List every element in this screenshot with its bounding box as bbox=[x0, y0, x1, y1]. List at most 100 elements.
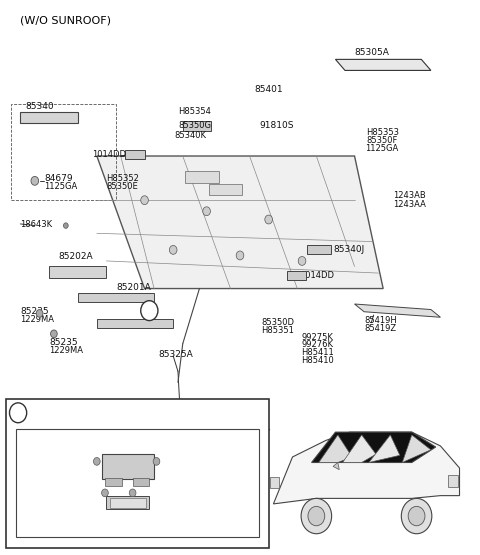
Polygon shape bbox=[97, 156, 383, 289]
Circle shape bbox=[265, 215, 273, 224]
Text: 85305A: 85305A bbox=[355, 48, 389, 57]
Circle shape bbox=[141, 196, 148, 205]
Text: 85235: 85235 bbox=[21, 307, 49, 316]
Circle shape bbox=[31, 176, 38, 185]
Circle shape bbox=[153, 457, 160, 465]
Bar bbox=[183, 121, 211, 131]
Circle shape bbox=[141, 301, 158, 321]
Text: H85410: H85410 bbox=[301, 356, 334, 365]
Text: 18645A: 18645A bbox=[22, 464, 54, 473]
Text: 1229MA: 1229MA bbox=[21, 315, 54, 324]
Text: 85350D: 85350D bbox=[262, 318, 294, 327]
Text: 85325A: 85325A bbox=[159, 350, 193, 359]
Circle shape bbox=[129, 489, 136, 497]
Text: 1125GA: 1125GA bbox=[365, 144, 398, 153]
Bar bbox=[105, 478, 121, 486]
Text: 18647F: 18647F bbox=[22, 456, 53, 465]
Bar bbox=[270, 477, 279, 488]
Text: 92811D: 92811D bbox=[18, 497, 51, 506]
Text: 85340K: 85340K bbox=[174, 130, 206, 139]
Text: 1125GA: 1125GA bbox=[44, 182, 78, 191]
Text: 1229MA: 1229MA bbox=[49, 346, 83, 355]
Text: 85332: 85332 bbox=[18, 433, 45, 442]
Text: H85351: H85351 bbox=[262, 326, 294, 335]
Circle shape bbox=[50, 330, 57, 337]
Circle shape bbox=[169, 245, 177, 254]
Text: 85350F: 85350F bbox=[366, 136, 398, 145]
Text: 85401: 85401 bbox=[254, 85, 283, 94]
Text: 99275K: 99275K bbox=[301, 332, 333, 342]
Text: 85419H: 85419H bbox=[364, 316, 397, 325]
Text: (W/O SUNROOF): (W/O SUNROOF) bbox=[21, 15, 111, 25]
Polygon shape bbox=[319, 435, 352, 462]
Text: 84679: 84679 bbox=[44, 174, 73, 183]
Circle shape bbox=[94, 457, 100, 465]
Text: 85350G: 85350G bbox=[178, 121, 211, 130]
Text: 85235: 85235 bbox=[49, 338, 78, 347]
Text: 84745D: 84745D bbox=[18, 511, 51, 520]
Circle shape bbox=[408, 506, 425, 526]
Bar bbox=[209, 184, 242, 195]
Circle shape bbox=[236, 251, 244, 260]
Circle shape bbox=[36, 310, 43, 317]
Circle shape bbox=[401, 498, 432, 534]
Polygon shape bbox=[274, 432, 459, 504]
Bar bbox=[132, 478, 149, 486]
Text: H85354: H85354 bbox=[178, 107, 211, 117]
Bar bbox=[307, 245, 331, 254]
Polygon shape bbox=[343, 435, 376, 462]
Text: 1014DD: 1014DD bbox=[92, 150, 126, 159]
Polygon shape bbox=[333, 462, 339, 470]
Bar bbox=[110, 498, 146, 508]
Circle shape bbox=[308, 506, 325, 526]
Polygon shape bbox=[49, 266, 107, 278]
Bar bbox=[11, 104, 116, 200]
Text: 18647F: 18647F bbox=[173, 456, 204, 465]
Polygon shape bbox=[402, 435, 431, 462]
Text: 92800Z: 92800Z bbox=[120, 414, 155, 423]
Text: 85201A: 85201A bbox=[116, 283, 151, 292]
FancyBboxPatch shape bbox=[6, 399, 269, 548]
Circle shape bbox=[298, 256, 306, 265]
Polygon shape bbox=[21, 112, 78, 123]
Circle shape bbox=[203, 207, 210, 216]
Bar bbox=[125, 150, 144, 159]
Bar bbox=[16, 430, 259, 537]
Polygon shape bbox=[312, 432, 436, 462]
Bar bbox=[102, 454, 154, 479]
Polygon shape bbox=[355, 304, 441, 317]
Text: 1014DD: 1014DD bbox=[300, 271, 334, 280]
Polygon shape bbox=[78, 293, 154, 302]
Text: 18643K: 18643K bbox=[21, 220, 53, 229]
Bar bbox=[447, 475, 458, 487]
Text: 85350E: 85350E bbox=[107, 182, 138, 191]
Text: 87071: 87071 bbox=[24, 480, 50, 490]
Text: A: A bbox=[146, 306, 153, 315]
Bar bbox=[107, 496, 149, 509]
Text: 85340J: 85340J bbox=[333, 245, 364, 254]
Polygon shape bbox=[369, 435, 400, 462]
Text: 85419Z: 85419Z bbox=[364, 324, 396, 333]
Circle shape bbox=[63, 223, 68, 228]
Text: 85340: 85340 bbox=[25, 102, 54, 111]
Text: 91810S: 91810S bbox=[259, 121, 294, 130]
Text: 1220AH: 1220AH bbox=[173, 448, 206, 457]
Bar bbox=[185, 171, 218, 183]
Text: 1243AB: 1243AB bbox=[393, 191, 425, 200]
Text: 85202A: 85202A bbox=[59, 252, 93, 261]
Text: H85353: H85353 bbox=[366, 128, 399, 137]
Text: A: A bbox=[14, 408, 22, 418]
Text: 1243AA: 1243AA bbox=[393, 200, 426, 209]
Polygon shape bbox=[97, 319, 173, 329]
Text: H85352: H85352 bbox=[107, 174, 139, 183]
Text: 1030AD: 1030AD bbox=[173, 433, 206, 442]
Text: 18645A: 18645A bbox=[173, 464, 205, 473]
Text: 92815E: 92815E bbox=[18, 448, 50, 457]
Circle shape bbox=[301, 498, 332, 534]
Polygon shape bbox=[336, 59, 431, 70]
Circle shape bbox=[102, 489, 108, 497]
Bar bbox=[287, 271, 306, 280]
Text: 99276K: 99276K bbox=[301, 340, 333, 349]
Circle shape bbox=[10, 403, 27, 423]
Text: H85411: H85411 bbox=[301, 348, 334, 357]
